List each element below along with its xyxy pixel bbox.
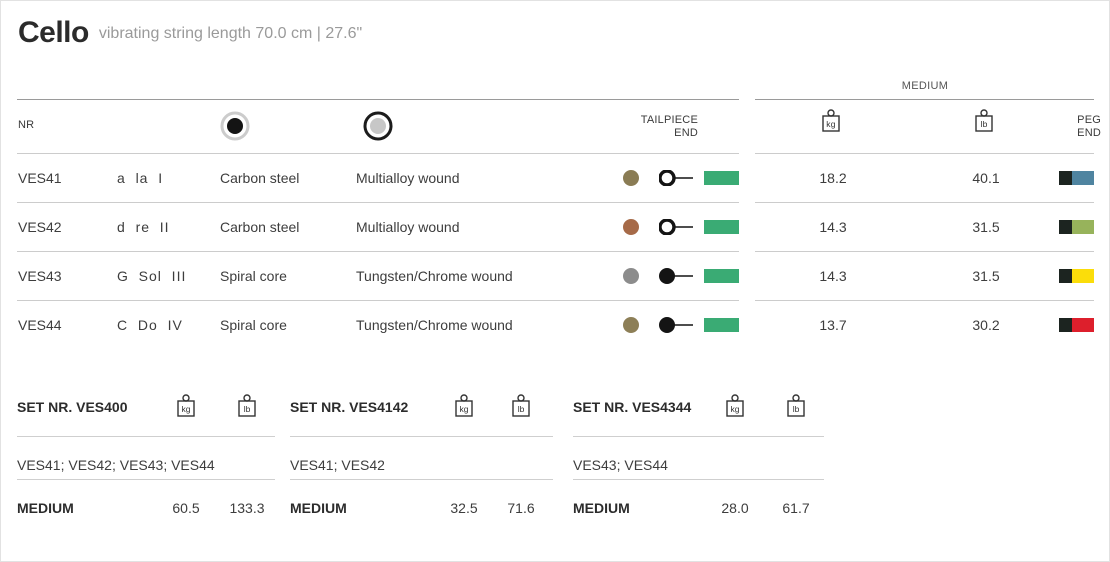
svg-text:kg: kg — [826, 119, 835, 129]
svg-text:kg: kg — [182, 404, 191, 414]
svg-text:lb: lb — [518, 404, 525, 414]
svg-text:kg: kg — [731, 404, 740, 414]
svg-text:kg: kg — [460, 404, 469, 414]
svg-text:lb: lb — [793, 404, 800, 414]
svg-text:lb: lb — [244, 404, 251, 414]
svg-text:lb: lb — [980, 119, 987, 129]
